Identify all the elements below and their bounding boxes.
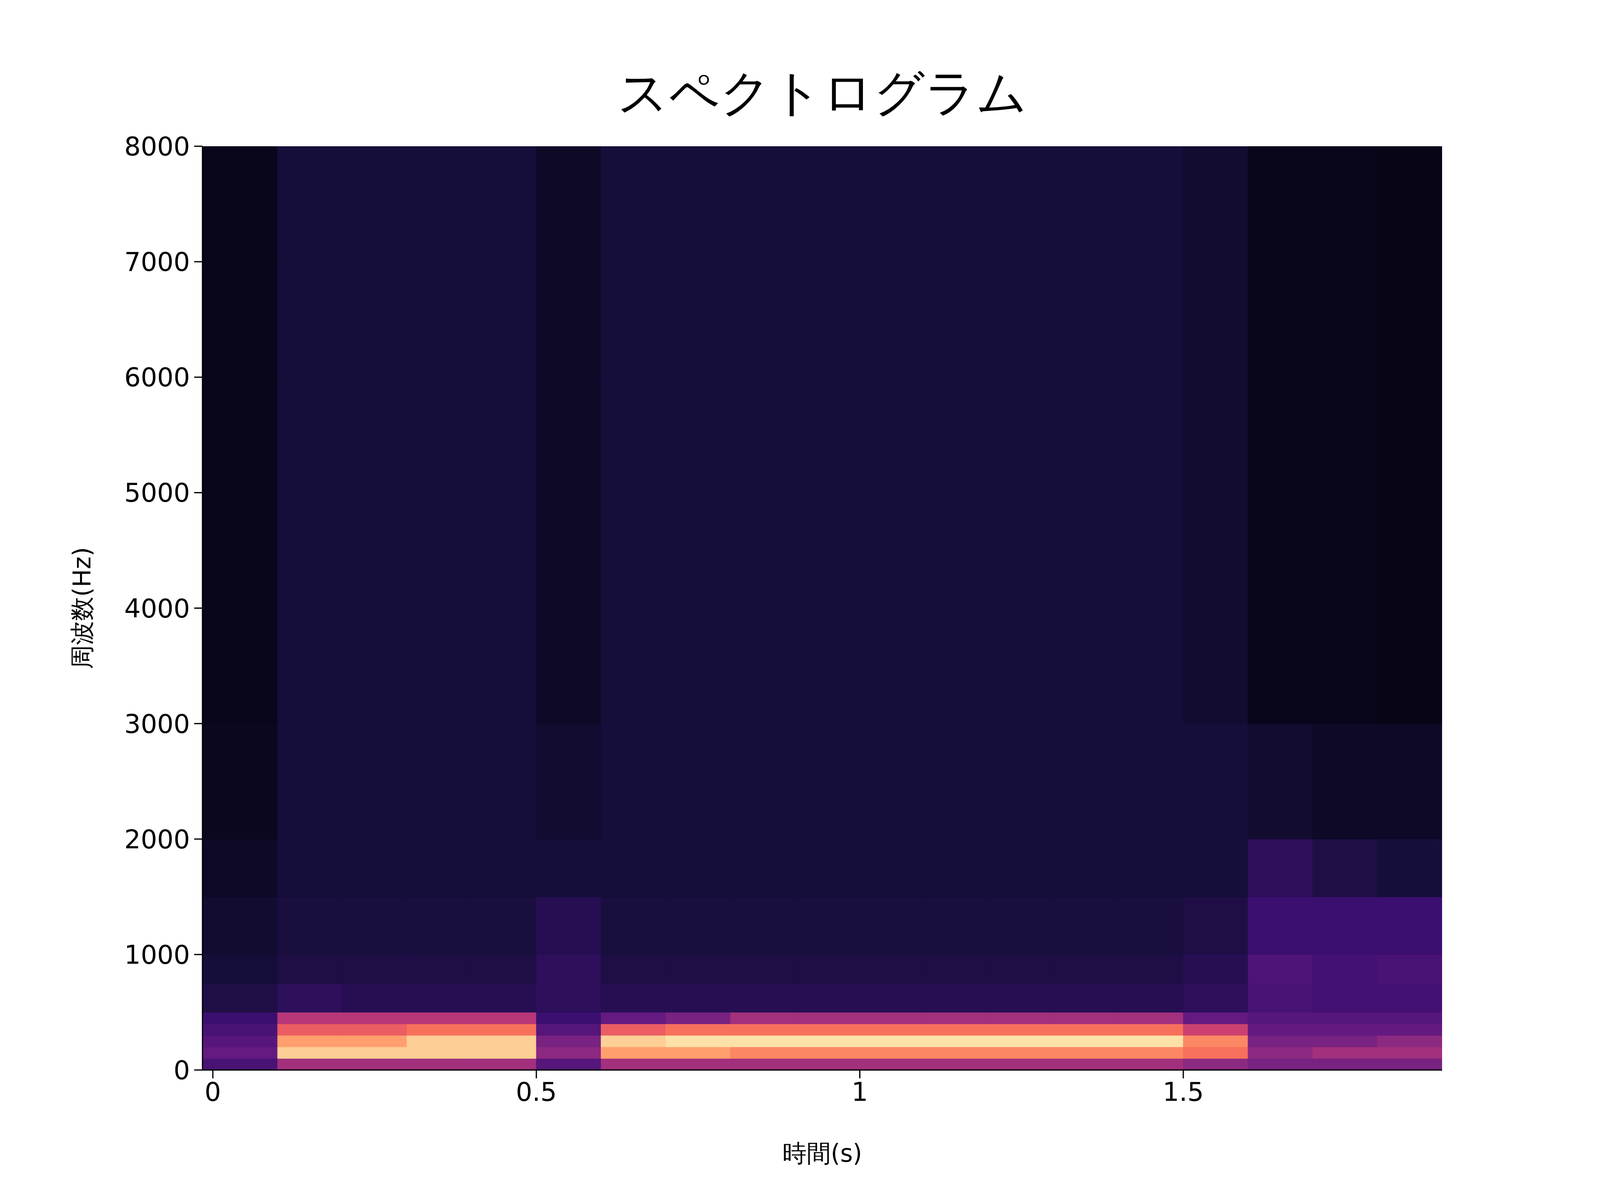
svg-text:周波数(Hz): 周波数(Hz)	[67, 547, 97, 670]
svg-text:0: 0	[204, 1076, 221, 1108]
svg-text:6000: 6000	[124, 362, 190, 393]
svg-text:時間(s): 時間(s)	[782, 1139, 863, 1168]
svg-text:8000: 8000	[124, 131, 190, 162]
svg-text:4000: 4000	[124, 593, 190, 624]
svg-text:1.5: 1.5	[1162, 1076, 1205, 1108]
svg-text:2000: 2000	[124, 824, 190, 855]
svg-text:0.5: 0.5	[515, 1076, 558, 1108]
svg-text:7000: 7000	[124, 246, 190, 278]
svg-text:0: 0	[173, 1055, 190, 1086]
html-text:スペクトログラム: スペクトログラム	[617, 63, 1028, 122]
svg-text:1: 1	[851, 1076, 868, 1108]
svg-text:1000: 1000	[124, 939, 190, 970]
svg-text:3000: 3000	[124, 708, 190, 740]
svg-text:5000: 5000	[124, 477, 190, 508]
